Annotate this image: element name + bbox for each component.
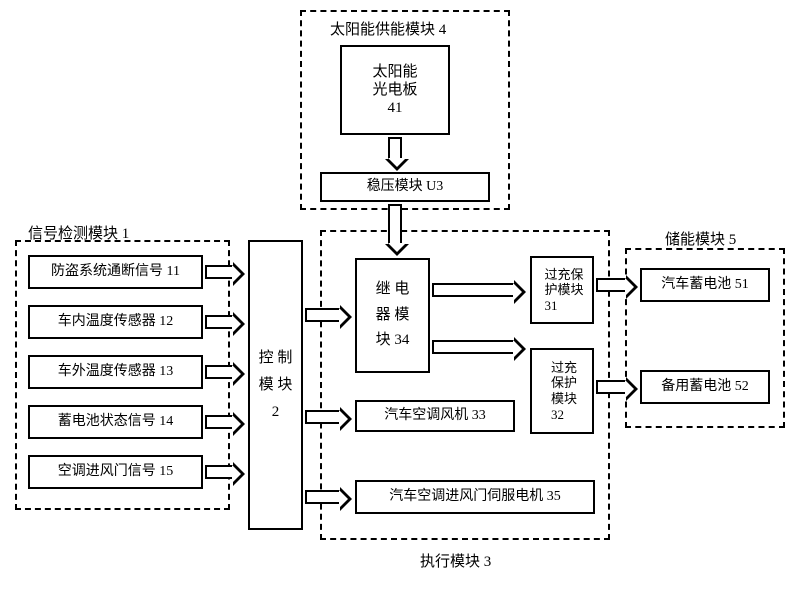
- backup-battery: 备用蓄电池 52: [640, 370, 770, 404]
- overcharge-31: 过充保 护模块 31: [530, 256, 594, 324]
- arrow-sig2: [205, 365, 233, 379]
- arrow-reg-to-relay: [388, 204, 402, 244]
- signal-item-1: 车内温度传感器 12: [28, 305, 203, 339]
- relay-module: 继 电 器 模 块 34: [355, 258, 430, 373]
- arrow-panel-to-regulator: [388, 137, 402, 159]
- arrow-ctrl-servo: [305, 490, 340, 504]
- diagram-stage: 太阳能供能模块 4 太阳能 光电板 41 稳压模块 U3 信号检测模块 1 防盗…: [0, 0, 800, 610]
- voltage-regulator: 稳压模块 U3: [320, 172, 490, 202]
- arrow-oc1-bat1: [596, 278, 626, 292]
- arrow-ctrl-relay: [305, 308, 340, 322]
- module-solar-title: 太阳能供能模块 4: [330, 18, 446, 39]
- control-module: 控 制 模 块 2: [248, 240, 303, 530]
- signal-item-4: 空调进风门信号 15: [28, 455, 203, 489]
- arrow-sig1: [205, 315, 233, 329]
- module-exec-title: 执行模块 3: [420, 550, 491, 571]
- arrow-ctrl-fan: [305, 410, 340, 424]
- signal-item-3: 蓄电池状态信号 14: [28, 405, 203, 439]
- arrow-oc2-bat2: [596, 380, 626, 394]
- signal-item-2: 车外温度传感器 13: [28, 355, 203, 389]
- module-storage-title: 储能模块 5: [665, 228, 736, 249]
- solar-panel: 太阳能 光电板 41: [340, 45, 450, 135]
- arrow-sig3: [205, 415, 233, 429]
- arrow-relay-oc1: [432, 283, 514, 297]
- arrow-sig4: [205, 465, 233, 479]
- ac-fan: 汽车空调风机 33: [355, 400, 515, 432]
- arrow-sig0: [205, 265, 233, 279]
- overcharge-32: 过充 保护 模块 32: [530, 348, 594, 434]
- arrow-relay-oc2: [432, 340, 514, 354]
- servo-motor: 汽车空调进风门伺服电机 35: [355, 480, 595, 514]
- car-battery: 汽车蓄电池 51: [640, 268, 770, 302]
- signal-item-0: 防盗系统通断信号 11: [28, 255, 203, 289]
- module-signal-title: 信号检测模块 1: [28, 222, 129, 243]
